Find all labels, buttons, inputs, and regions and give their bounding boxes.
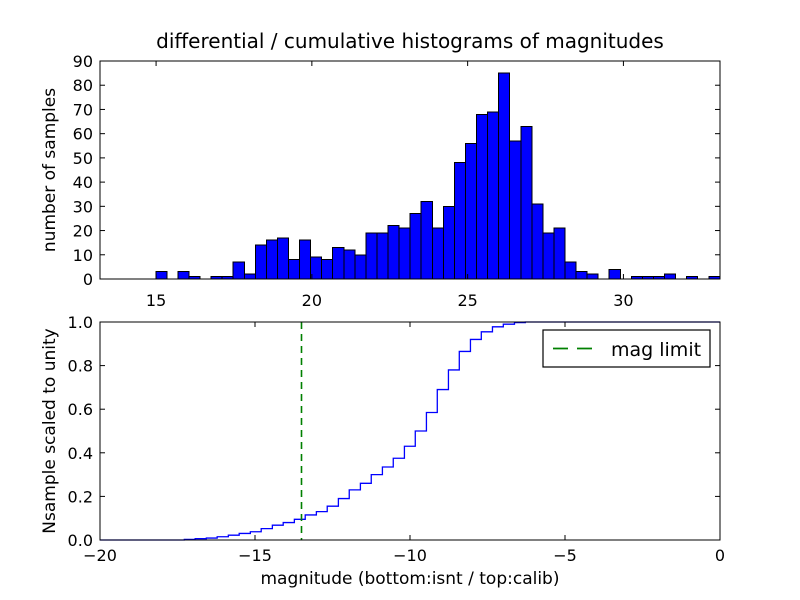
y-tick-label: 0.2 — [68, 487, 93, 506]
histogram-bar — [232, 261, 245, 280]
histogram-bar — [254, 244, 267, 280]
histogram-bar — [398, 227, 411, 280]
histogram-bar — [531, 203, 544, 280]
histogram-bar — [243, 273, 256, 280]
histogram-bar — [564, 261, 577, 280]
histogram-bar — [464, 142, 478, 280]
y-tick-label: 50 — [73, 149, 93, 168]
y-tick-label: 80 — [73, 76, 93, 95]
histogram-bar — [420, 200, 433, 280]
histogram-bar — [299, 239, 312, 280]
x-tick-label: 20 — [302, 291, 322, 310]
histogram-bar — [553, 227, 566, 280]
histogram-bar — [409, 213, 422, 280]
histogram-bar — [542, 232, 555, 280]
y-tick-label: 10 — [73, 246, 93, 265]
y-tick-label: 0 — [83, 270, 93, 289]
histogram-bar — [442, 205, 455, 280]
histogram-bar — [498, 72, 511, 280]
histogram-bar — [387, 225, 400, 280]
y-tick-label: 40 — [73, 173, 93, 192]
histogram-bar — [586, 273, 599, 280]
top-y-axis-label: number of samples — [40, 88, 60, 252]
histogram-bar — [365, 232, 378, 280]
histogram-bar — [520, 125, 533, 280]
axes-frame — [99, 60, 721, 280]
x-tick-label: −10 — [393, 546, 427, 565]
y-tick-label: 30 — [73, 197, 93, 216]
cumulative-step-curve — [100, 321, 720, 541]
histogram-bar — [664, 273, 677, 280]
y-tick-label: 0.0 — [68, 531, 93, 550]
histogram-bar — [177, 271, 190, 280]
histogram-bar — [276, 237, 289, 280]
histogram-bar — [332, 247, 345, 280]
legend-box: mag limit — [542, 329, 711, 368]
histogram-bar — [431, 227, 444, 280]
histogram-bar — [509, 140, 522, 280]
histogram-bar — [321, 259, 334, 280]
figure-title: differential / cumulative histograms of … — [156, 29, 664, 53]
histogram-bar — [376, 232, 389, 280]
y-tick-label: 70 — [73, 100, 93, 119]
legend-entry-label: mag limit — [611, 339, 701, 361]
y-tick-label: 0.4 — [68, 444, 93, 463]
histogram-bar — [155, 271, 168, 280]
histogram-bar — [354, 254, 367, 280]
histogram-bar — [265, 239, 278, 280]
x-tick-label: 15 — [146, 291, 166, 310]
histogram-bar — [343, 249, 356, 280]
x-axis-label: magnitude (bottom:isnt / top:calib) — [261, 569, 560, 589]
legend-frame — [542, 329, 711, 368]
histogram-bar — [575, 271, 588, 280]
x-tick-label: −20 — [83, 546, 117, 565]
x-tick-label: 0 — [715, 546, 725, 565]
histogram-bar — [476, 113, 489, 280]
x-tick-label: 30 — [613, 291, 633, 310]
y-tick-label: 0.6 — [68, 400, 93, 419]
y-tick-label: 90 — [73, 52, 93, 71]
y-tick-label: 60 — [73, 125, 93, 144]
histogram-bar — [608, 268, 621, 280]
generated-plot-elements: 15 20 25 30 0 10 20 30 40 50 60 70 80 90 −20 −15 −10 −5 0 0… — [68, 52, 726, 565]
bottom-y-axis-label: Nsample scaled to unity — [40, 328, 60, 533]
histogram-bar — [287, 259, 301, 280]
histogram-bar — [453, 162, 466, 280]
histogram-bar — [487, 111, 500, 280]
y-tick-label: 1.0 — [68, 313, 93, 332]
y-tick-label: 20 — [73, 222, 93, 241]
y-tick-label: 0.8 — [68, 357, 93, 376]
x-tick-label: −5 — [553, 546, 577, 565]
x-tick-label: −15 — [238, 546, 272, 565]
x-tick-label: 25 — [457, 291, 477, 310]
